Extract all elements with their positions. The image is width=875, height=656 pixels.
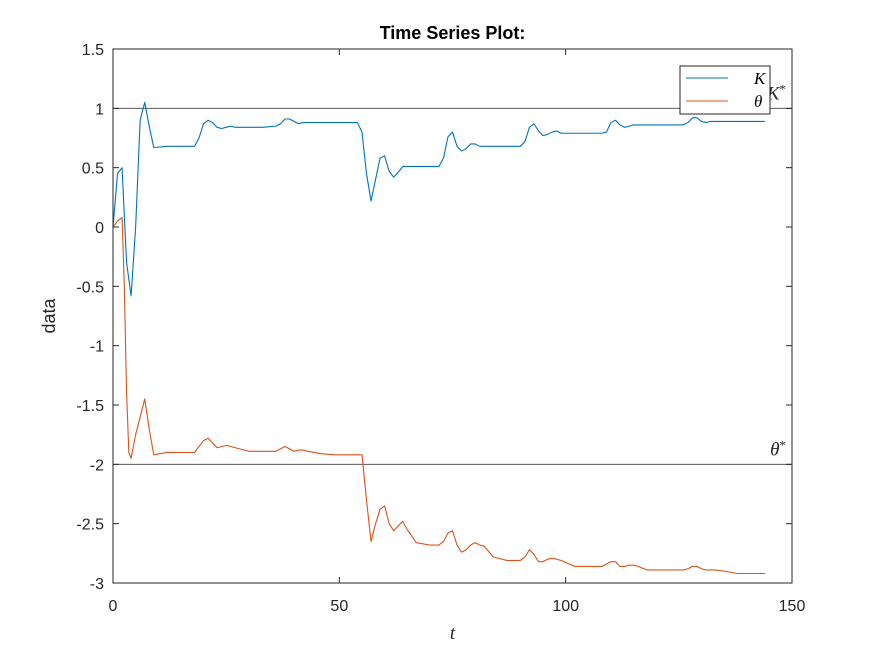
series-layer: [112, 101, 765, 575]
y-tick-label: -2: [90, 457, 104, 474]
series-line-theta: [112, 216, 765, 575]
y-axis-ticks: -3 -2.5 -2 -1.5 -1 -0.5 0 0.5 1 1.5: [76, 42, 792, 593]
y-tick-label: -2.5: [76, 517, 104, 534]
y-tick-label: 0.5: [82, 161, 104, 178]
y-tick-label: -0.5: [76, 279, 104, 296]
legend-box: [679, 65, 771, 115]
x-tick-label: 150: [779, 598, 806, 615]
x-axis-label: t: [450, 623, 456, 644]
y-tick-label: -1: [90, 339, 104, 356]
plot-area: [113, 49, 792, 583]
x-tick-label: 100: [552, 598, 579, 615]
y-axis-label: data: [39, 298, 59, 334]
plot-frame: [112, 48, 793, 584]
legend-entry-label: θ: [754, 92, 762, 111]
legend: Kθ: [679, 65, 771, 115]
series-line-k: [112, 101, 765, 297]
legend-entry-label: K: [753, 69, 767, 88]
y-tick-label: -3: [90, 576, 104, 593]
y-tick-label: 1.5: [82, 42, 104, 59]
y-tick-label: -1.5: [76, 398, 104, 415]
x-tick-label: 0: [109, 598, 118, 615]
y-tick-label: 0: [95, 220, 104, 237]
x-tick-label: 50: [330, 598, 348, 615]
reference-line-label: θ*: [770, 437, 786, 460]
y-tick-label: 1: [95, 101, 104, 118]
chart-title: Time Series Plot:: [380, 23, 526, 43]
